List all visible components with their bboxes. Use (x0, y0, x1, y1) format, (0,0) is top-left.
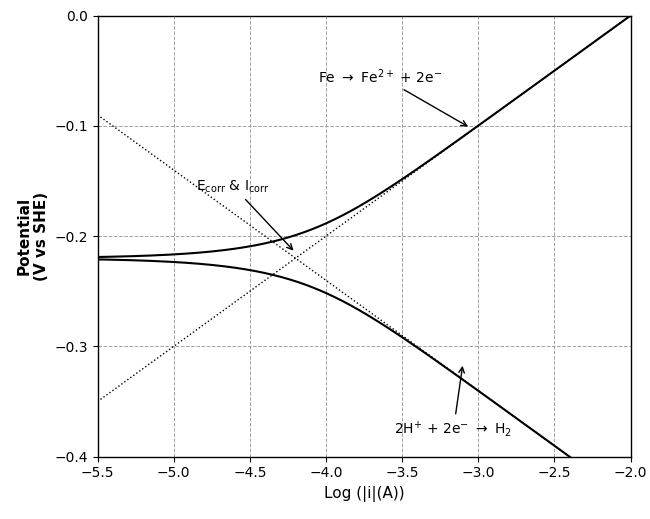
Text: E$_{\mathregular{corr}}$ & I$_{\mathregular{corr}}$: E$_{\mathregular{corr}}$ & I$_{\mathregu… (196, 179, 292, 250)
Y-axis label: Potential
(V vs SHE): Potential (V vs SHE) (16, 192, 49, 281)
X-axis label: Log (|i|(A)): Log (|i|(A)) (324, 486, 404, 502)
Text: 2H$^{+}$ + 2e$^{-}$ $\rightarrow$ H$_2$: 2H$^{+}$ + 2e$^{-}$ $\rightarrow$ H$_2$ (395, 367, 513, 439)
Text: Fe $\rightarrow$ Fe$^{2+}$ + 2e$^{-}$: Fe $\rightarrow$ Fe$^{2+}$ + 2e$^{-}$ (318, 67, 467, 126)
